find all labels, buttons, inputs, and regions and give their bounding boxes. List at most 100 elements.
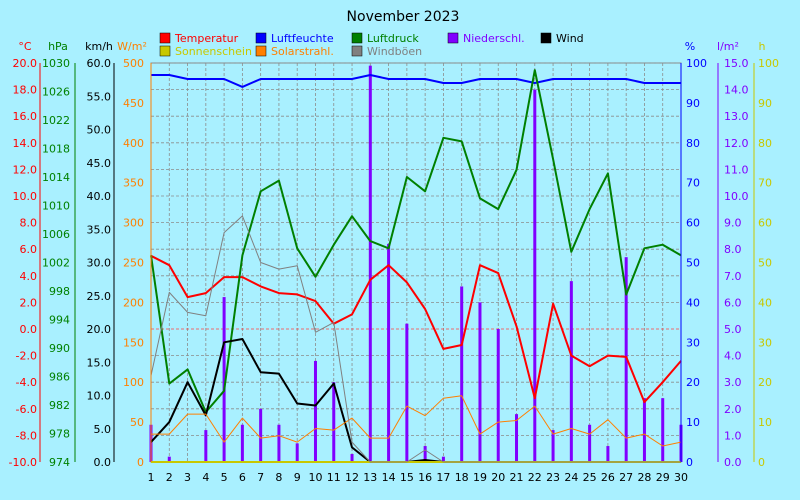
y-tick-label-press: 1026 — [42, 86, 70, 99]
y-tick-label-hum: 30 — [686, 336, 700, 349]
series-line-solarstrahl- — [151, 395, 682, 447]
y-tick-label-rain: 9.0 — [724, 217, 742, 230]
y-tick-label-rain: 4.0 — [724, 350, 742, 363]
y-tick-label-press: 998 — [49, 285, 70, 298]
y-tick-label-rain: 6.0 — [724, 296, 742, 309]
precipitation-bar — [204, 430, 208, 462]
axis-unit-hum: % — [685, 40, 695, 53]
y-tick-label-temp: 0.0 — [20, 323, 38, 336]
y-tick-label-sun: 50 — [758, 257, 772, 270]
y-tick-label-solar: 100 — [123, 376, 144, 389]
y-tick-label-rain: 13.0 — [724, 110, 749, 123]
x-tick-label: 26 — [601, 471, 615, 484]
y-tick-label-rain: 7.0 — [724, 270, 742, 283]
y-tick-label-wind: 5.0 — [94, 423, 112, 436]
series-line-luftdruck — [150, 69, 682, 414]
y-tick-label-hum: 10 — [686, 416, 700, 429]
y-tick-label-wind: 45.0 — [87, 157, 112, 170]
legend-swatch — [159, 32, 171, 44]
y-tick-label-wind: 20.0 — [87, 323, 112, 336]
x-tick-label: 22 — [528, 471, 542, 484]
y-tick-label-hum: 90 — [686, 97, 700, 110]
precipitation-bar — [368, 65, 372, 462]
legend-label: Luftdruck — [367, 32, 419, 45]
y-tick-label-solar: 400 — [123, 137, 144, 150]
y-tick-label-hum: 100 — [686, 57, 707, 70]
x-tick-label: 3 — [184, 471, 191, 484]
y-tick-label-wind: 40.0 — [87, 190, 112, 203]
y-tick-label-temp: 14.0 — [13, 137, 38, 150]
legend-swatch — [351, 32, 363, 44]
x-tick-label: 18 — [455, 471, 469, 484]
precipitation-bar — [588, 424, 592, 462]
x-tick-label: 7 — [257, 471, 264, 484]
x-tick-label: 2 — [166, 471, 173, 484]
y-tick-label-rain: 11.0 — [724, 163, 749, 176]
y-tick-label-rain: 5.0 — [724, 323, 742, 336]
x-tick-label: 13 — [363, 471, 377, 484]
y-tick-label-press: 1022 — [42, 114, 70, 127]
y-tick-label-solar: 300 — [123, 217, 144, 230]
y-tick-label-temp: -10.0 — [9, 456, 37, 469]
y-tick-label-solar: 200 — [123, 296, 144, 309]
y-tick-label-sun: 40 — [758, 296, 772, 309]
y-tick-label-sun: 0 — [758, 456, 765, 469]
y-tick-label-press: 986 — [49, 371, 70, 384]
x-tick-label: 10 — [308, 471, 322, 484]
x-tick-label: 17 — [436, 471, 450, 484]
precipitation-bar — [606, 446, 610, 462]
y-tick-label-wind: 10.0 — [87, 390, 112, 403]
y-tick-label-press: 974 — [49, 456, 70, 469]
y-tick-label-press: 1018 — [42, 143, 70, 156]
y-tick-label-hum: 80 — [686, 137, 700, 150]
y-tick-label-sun: 70 — [758, 177, 772, 190]
y-tick-label-wind: 50.0 — [87, 124, 112, 137]
y-tick-label-wind: 15.0 — [87, 356, 112, 369]
y-tick-label-press: 982 — [49, 399, 70, 412]
y-tick-label-temp: 20.0 — [13, 57, 38, 70]
x-tick-label: 25 — [583, 471, 597, 484]
precipitation-bar — [313, 360, 317, 462]
precipitation-bar — [496, 329, 500, 462]
y-tick-label-sun: 80 — [758, 137, 772, 150]
y-tick-label-wind: 55.0 — [87, 90, 112, 103]
y-tick-label-temp: 16.0 — [13, 110, 38, 123]
y-tick-label-press: 1010 — [42, 200, 70, 213]
y-tick-label-sun: 90 — [758, 97, 772, 110]
y-tick-label-rain: 14.0 — [724, 84, 749, 97]
precipitation-bar — [405, 323, 409, 462]
y-tick-label-rain: 2.0 — [724, 403, 742, 416]
y-tick-label-press: 1014 — [42, 171, 70, 184]
legend-label: Solarstrahl. — [271, 45, 334, 58]
y-tick-label-solar: 350 — [123, 177, 144, 190]
precipitation-bar — [222, 297, 226, 462]
precipitation-bar — [441, 456, 445, 462]
y-tick-label-press: 1002 — [42, 257, 70, 270]
x-tick-label: 21 — [510, 471, 524, 484]
y-tick-label-solar: 50 — [130, 416, 144, 429]
y-tick-label-press: 1030 — [42, 57, 70, 70]
y-tick-label-solar: 450 — [123, 97, 144, 110]
x-tick-label: 15 — [400, 471, 414, 484]
legend-label: Sonnenschein — [175, 45, 252, 58]
y-tick-label-wind: 25.0 — [87, 290, 112, 303]
y-tick-label-temp: 10.0 — [13, 190, 38, 203]
legend: Temperatur Luftfeuchte Luftdruck Niederschl… — [159, 32, 584, 58]
plot-area — [150, 62, 682, 463]
x-tick-label: 29 — [656, 471, 670, 484]
y-tick-label-temp: -8.0 — [16, 429, 37, 442]
x-tick-label: 14 — [382, 471, 396, 484]
y-tick-label-hum: 70 — [686, 177, 700, 190]
precipitation-bar — [167, 456, 171, 462]
y-tick-label-press: 994 — [49, 314, 70, 327]
x-tick-label: 5 — [221, 471, 228, 484]
axis-unit-rain: l/m² — [717, 40, 739, 53]
y-tick-label-temp: 12.0 — [13, 163, 38, 176]
y-tick-label-temp: -4.0 — [16, 376, 37, 389]
legend-swatch — [255, 45, 267, 57]
y-tick-label-sun: 30 — [758, 336, 772, 349]
series-line-windb-en — [150, 215, 681, 463]
y-tick-label-solar: 150 — [123, 336, 144, 349]
y-tick-label-temp: 6.0 — [20, 243, 38, 256]
axes: 1 2 3 4 5 6 7 8 9 10 11 12 13 14 15 16 17 18 19 20 21 22 23 24 2… — [9, 40, 779, 484]
